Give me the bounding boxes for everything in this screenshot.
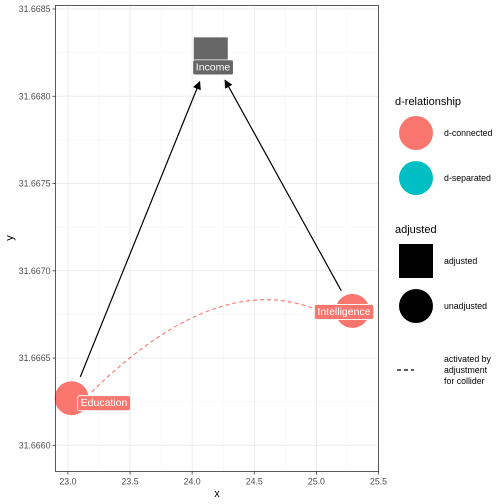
legend-collider-line-1: activated by — [444, 354, 492, 364]
legend-adjusted-title: adjusted — [395, 224, 437, 236]
legend-unadjusted-key — [399, 289, 433, 323]
legend-unadjusted-label: unadjusted — [444, 301, 487, 311]
x-tick-label: 23.0 — [59, 477, 76, 487]
edge-collider-education-intelligence — [92, 300, 333, 392]
legend-d-separated-key — [399, 161, 433, 195]
node-label-income: Income — [193, 60, 234, 75]
node-label-text: Education — [81, 397, 128, 409]
y-tick-label: 31.6675 — [19, 179, 51, 189]
legend-adjusted: adjusted adjusted unadjusted — [395, 224, 487, 323]
legend-collider-line-3: for collider — [444, 376, 485, 386]
y-tick-label: 31.6685 — [19, 4, 51, 14]
node-label-education: Education — [78, 396, 131, 411]
legend-adjusted-key — [399, 244, 433, 278]
legend-relationship: d-relationship d-connected d-separated — [395, 96, 493, 195]
x-axis-title: x — [214, 488, 220, 500]
node-label-intelligence: Intelligence — [314, 304, 373, 319]
y-tick-label: 31.6660 — [19, 440, 51, 450]
x-tick-label: 24.5 — [246, 477, 263, 487]
edge-intelligence-income — [225, 80, 341, 291]
y-axis: 31.6660 31.6665 31.6670 31.6675 31.6680 31.66… — [19, 4, 56, 450]
edge-education-income — [80, 82, 199, 377]
x-tick-label: 25.0 — [308, 477, 325, 487]
x-axis: 23.0 23.5 24.0 24.5 25.0 25.5 — [59, 472, 387, 487]
x-tick-label: 23.5 — [121, 477, 138, 487]
node-label-text: Income — [196, 61, 231, 73]
x-tick-label: 24.0 — [184, 477, 201, 487]
dag-nodes — [55, 37, 370, 415]
y-tick-label: 31.6670 — [19, 266, 51, 276]
legend-d-separated-label: d-separated — [444, 173, 491, 183]
y-tick-label: 31.6680 — [19, 91, 51, 101]
legend-collider: activated by adjustment for collider — [397, 354, 492, 386]
legend-d-connected-label: d-connected — [444, 128, 493, 138]
dag-edges — [80, 80, 341, 392]
y-tick-label: 31.6665 — [19, 353, 51, 363]
legend-adjusted-label: adjusted — [444, 256, 477, 266]
legend-d-connected-key — [399, 116, 433, 150]
node-label-text: Intelligence — [317, 306, 370, 318]
legend-collider-line-2: adjustment — [444, 365, 488, 375]
y-axis-title: y — [4, 235, 16, 241]
legend-relationship-title: d-relationship — [395, 96, 461, 108]
x-tick-label: 25.5 — [370, 477, 387, 487]
